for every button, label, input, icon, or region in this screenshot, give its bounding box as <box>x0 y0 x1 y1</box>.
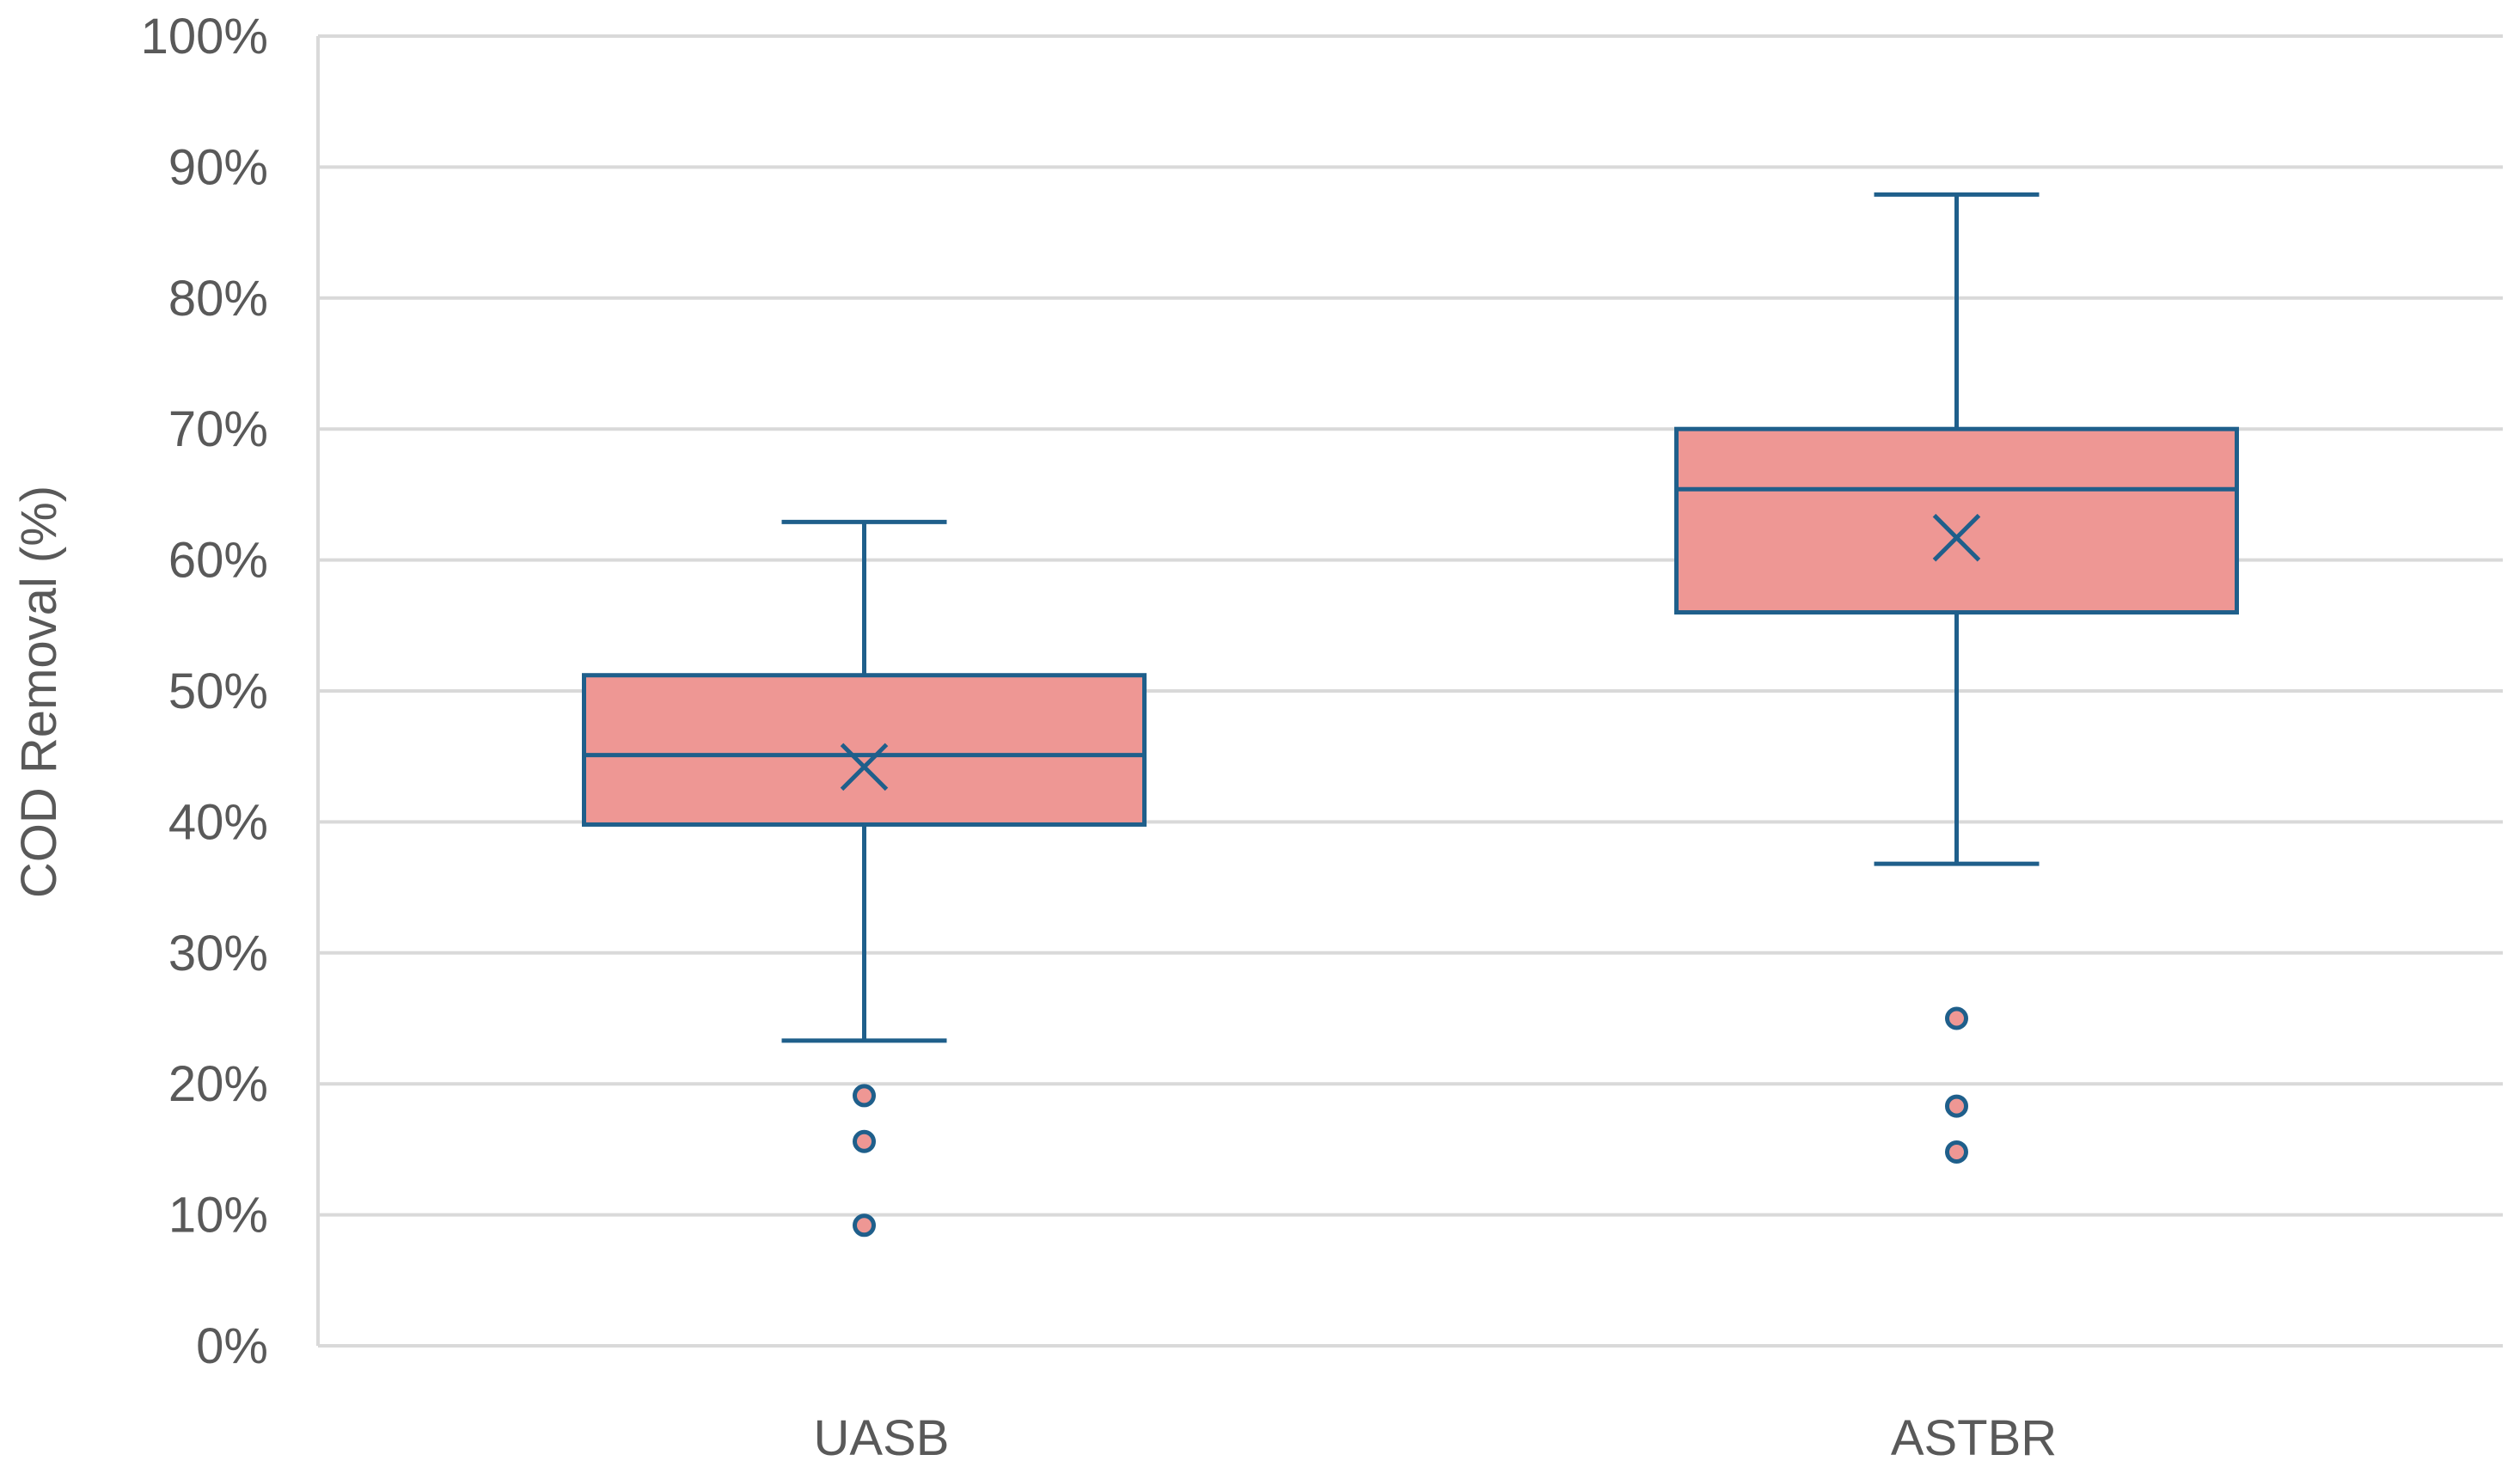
y-tick-label: 100% <box>141 9 268 64</box>
y-tick-label: 40% <box>168 794 268 850</box>
mean-marker-stroke <box>840 743 889 792</box>
outlier-point <box>853 1129 876 1153</box>
y-tick-label: 70% <box>168 401 268 457</box>
iqr-box <box>582 673 1147 827</box>
outlier-point <box>853 1213 876 1238</box>
y-tick-label: 30% <box>168 926 268 981</box>
y-tick-label: 10% <box>168 1188 268 1244</box>
x-category-label: ASTBR <box>1891 1410 2057 1466</box>
outlier-point <box>1945 1006 1968 1030</box>
x-category-label: UASB <box>814 1410 950 1466</box>
box-uasb <box>582 519 1147 1238</box>
y-tick-label: 90% <box>168 139 268 195</box>
y-tick-label: 0% <box>196 1318 268 1374</box>
box-series <box>582 192 2239 1238</box>
y-axis-tick-labels: 0% 10% 20% 30% 40% 50% 60% 70% 80% 90% 100% <box>141 9 268 1374</box>
y-tick-label: 20% <box>168 1056 268 1112</box>
iqr-box <box>1674 426 2239 615</box>
outlier-point <box>1945 1140 1968 1164</box>
outlier-point <box>1945 1094 1968 1118</box>
mean-marker-stroke <box>1932 513 1981 562</box>
y-tick-label: 60% <box>168 533 268 589</box>
y-axis-title: COD Removal (%) <box>11 486 67 898</box>
mean-marker <box>840 743 889 792</box>
y-tick-label: 80% <box>168 271 268 327</box>
x-axis-category-labels: UASB ASTBR <box>814 1410 2058 1466</box>
mean-marker <box>1932 513 1981 562</box>
outlier-point <box>853 1084 876 1108</box>
y-tick-label: 50% <box>168 663 268 719</box>
box-astbr <box>1674 192 2239 1164</box>
